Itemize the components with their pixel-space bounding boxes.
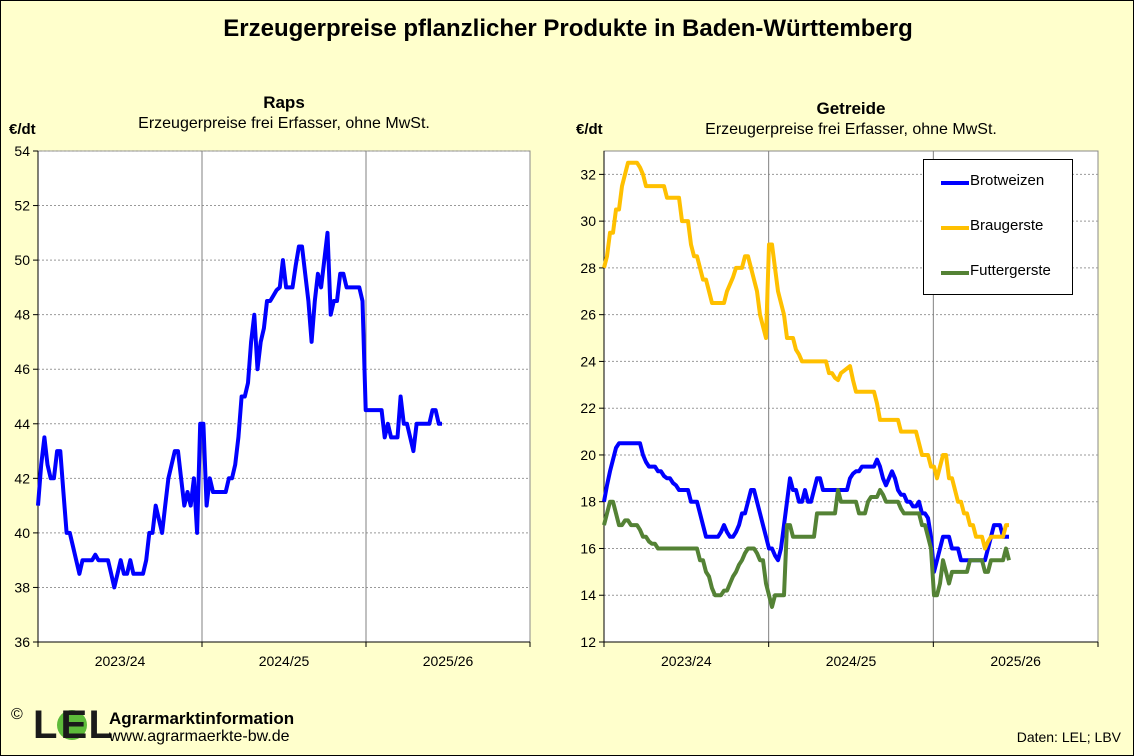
y-tick-label: 40 <box>14 525 30 541</box>
series-line-braugerste <box>602 160 1009 551</box>
chart-subtitle-getreide: Erzeugerpreise frei Erfasser, ohne MwSt. <box>705 121 997 138</box>
page-title: Erzeugerpreise pflanzlicher Produkte in … <box>223 15 913 42</box>
legend: Brotweizen Braugerste Futtergerste <box>923 159 1073 295</box>
y-tick-label: 44 <box>14 416 30 432</box>
y-tick-label: 54 <box>14 143 30 159</box>
y-tick-label: 52 <box>14 198 30 214</box>
y-tick-label: 28 <box>580 260 596 276</box>
legend-swatch <box>941 271 969 275</box>
y-tick-label: 30 <box>580 213 596 229</box>
x-tick-label: 2025/26 <box>423 653 474 669</box>
y-tick-label: 50 <box>14 252 30 268</box>
legend-label: Futtergerste <box>970 262 1051 279</box>
series-line-raps <box>36 230 442 590</box>
x-tick-label: 2025/26 <box>990 653 1041 669</box>
y-tick-label: 32 <box>580 166 596 182</box>
y-tick-label: 42 <box>14 470 30 486</box>
legend-label: Brotweizen <box>970 172 1045 189</box>
y-tick-label: 38 <box>14 579 30 595</box>
x-tick-label: 2024/25 <box>259 653 310 669</box>
chart-title-getreide: Getreide <box>816 99 886 118</box>
copyright-symbol: © <box>11 706 23 723</box>
y-tick-label: 16 <box>580 540 596 556</box>
y-tick-label: 46 <box>14 361 30 377</box>
data-source: Daten: LEL; LBV <box>1016 729 1121 745</box>
y-tick-label: 26 <box>580 307 596 323</box>
y-tick-label: 22 <box>580 400 596 416</box>
y-tick-label: 20 <box>580 447 596 463</box>
y-tick-label: 24 <box>580 353 596 369</box>
legend-swatch <box>941 226 969 230</box>
series-line-futtergerste <box>602 488 1011 609</box>
org-name: Agrarmarktinformation <box>109 709 295 728</box>
x-tick-label: 2024/25 <box>826 653 877 669</box>
y-tick-label: 36 <box>14 634 30 650</box>
series-line-brotweizen <box>602 441 1009 574</box>
y-tick-label: 12 <box>580 634 596 650</box>
legend-label: Braugerste <box>970 217 1044 234</box>
chart-subtitle-raps: Erzeugerpreise frei Erfasser, ohne MwSt. <box>138 115 430 132</box>
y-tick-label: 48 <box>14 307 30 323</box>
y-unit-getreide: €/dt <box>576 121 603 138</box>
y-unit-raps: €/dt <box>9 121 36 138</box>
chart-title-raps: Raps <box>263 93 305 112</box>
y-tick-label: 18 <box>580 494 596 510</box>
website-link[interactable]: www.agrarmaerkte-bw.de <box>109 728 290 745</box>
y-tick-label: 14 <box>580 587 596 603</box>
x-tick-label: 2023/24 <box>95 653 146 669</box>
x-tick-label: 2023/24 <box>661 653 712 669</box>
legend-swatch <box>941 181 969 185</box>
